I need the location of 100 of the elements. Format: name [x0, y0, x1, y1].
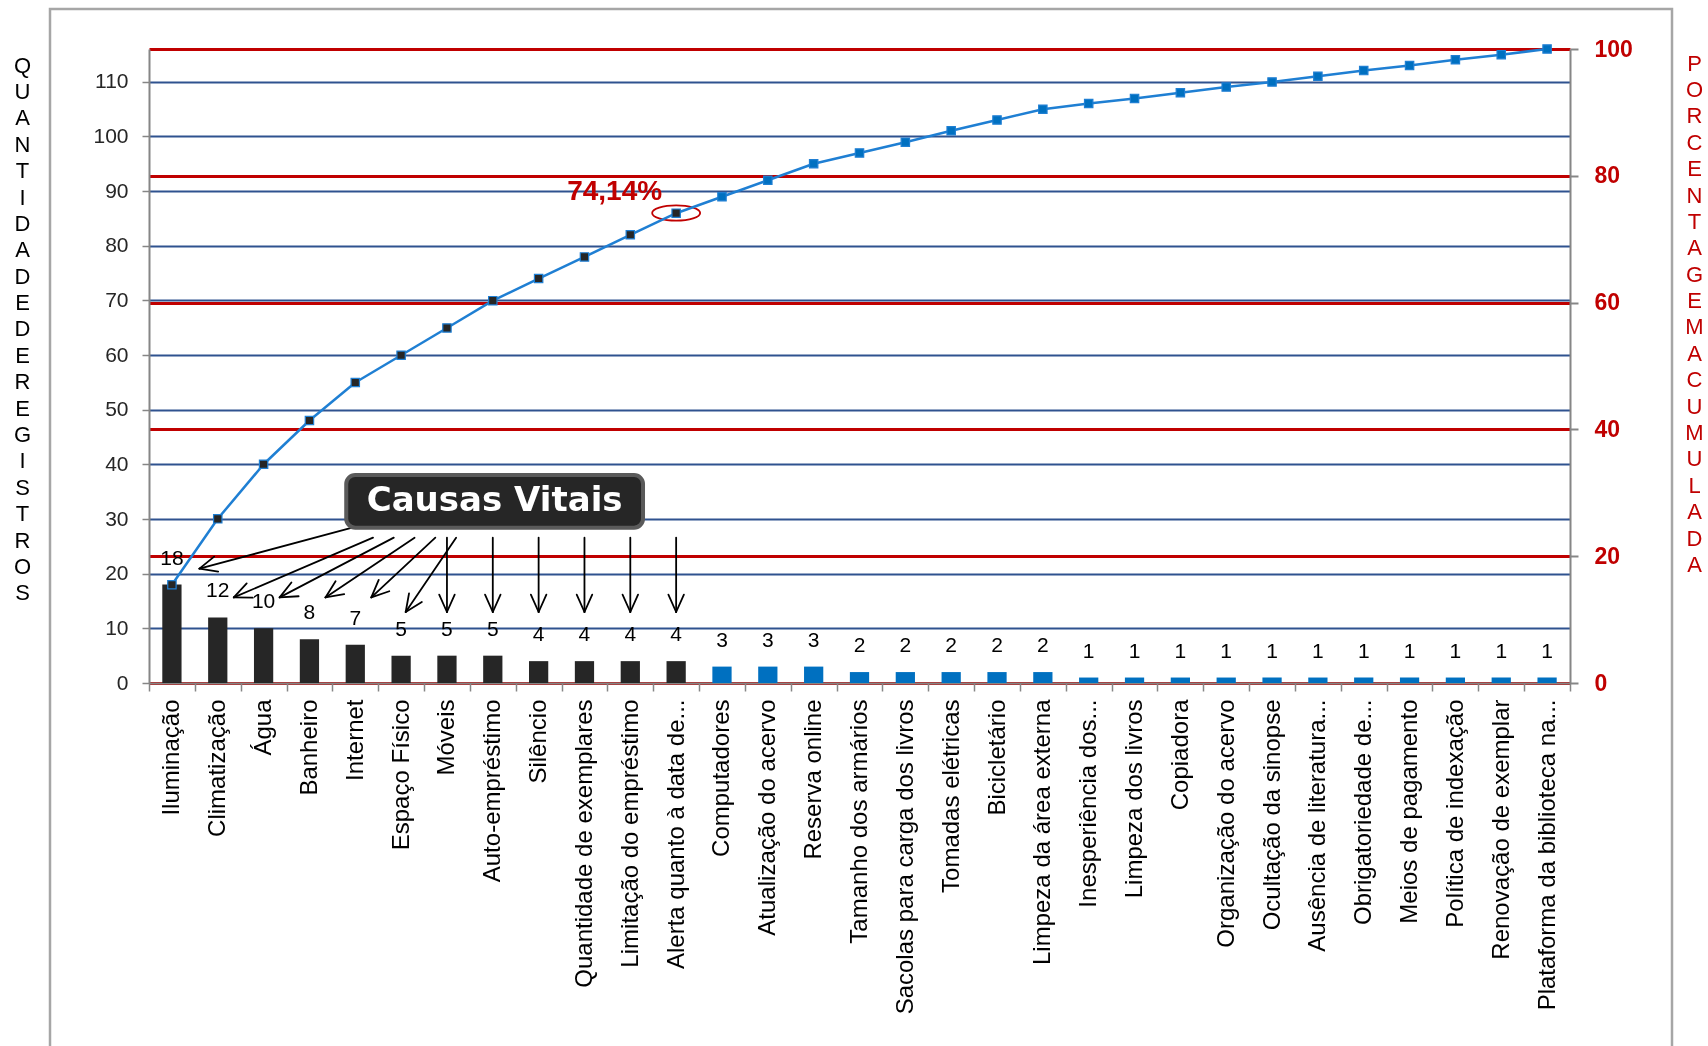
point [1038, 104, 1048, 115]
data-label: 2 [853, 633, 866, 657]
bar [529, 661, 549, 683]
point [1313, 71, 1323, 82]
bar [758, 666, 778, 683]
point [1129, 93, 1140, 104]
point [350, 377, 361, 388]
x-tick-label: Renovação de exemplar [1486, 699, 1514, 960]
point [671, 208, 681, 218]
bar [1262, 677, 1282, 683]
bar [437, 655, 457, 683]
data-label: 4 [578, 622, 591, 646]
data-label: 1 [1357, 638, 1370, 662]
x-tick-label: Alerta quanto à data de... [661, 699, 689, 970]
bar [574, 661, 595, 683]
data-label: 1 [1449, 638, 1462, 662]
data-label: 8 [303, 600, 316, 624]
x-tick-label: Organização do acervo [1211, 699, 1239, 948]
point [946, 126, 956, 136]
data-label: 7 [349, 605, 362, 629]
data-label: 1 [1312, 638, 1324, 662]
x-tick-label: Espaço Físico [386, 699, 414, 851]
bar [1537, 677, 1557, 683]
bar [620, 661, 640, 683]
x-tick-label: Copiadora [1165, 698, 1193, 811]
x-tick-label: Atualização do acervo [753, 699, 781, 936]
point [396, 350, 406, 361]
bar [1308, 677, 1328, 683]
point [579, 252, 590, 262]
x-tick-label: Limpeza da área externa [1028, 698, 1056, 965]
point [763, 175, 773, 186]
bar [1445, 677, 1466, 683]
bar [345, 644, 365, 683]
y-tick-label: 20 [105, 561, 129, 585]
point [304, 415, 315, 426]
x-tick-label: Tamanho dos armários [845, 699, 872, 944]
point [1542, 44, 1552, 54]
bar [208, 617, 228, 683]
x-tick-label: Banheiro [294, 699, 322, 796]
x-tick-label: Plataforma da biblioteca na... [1532, 699, 1560, 1011]
point [1358, 65, 1369, 76]
x-tick-label: Quantidade de exemplares [569, 699, 597, 988]
y-tick-label: 60 [105, 342, 129, 366]
y2-tick-label: 20 [1594, 542, 1621, 569]
data-label: 2 [991, 633, 1003, 657]
data-label: 2 [1037, 633, 1049, 657]
y2-tick-label: 0 [1594, 669, 1608, 696]
data-label: 12 [206, 578, 230, 602]
point [442, 323, 452, 333]
x-tick-label: Auto-empréstimo [478, 699, 506, 883]
x-tick-label: Ocultação da sinopse [1257, 699, 1285, 931]
y-tick-label: 90 [105, 178, 129, 202]
x-tick-label: Reserva online [799, 699, 827, 860]
data-label: 2 [945, 633, 958, 657]
bar [391, 655, 411, 683]
bar [712, 666, 732, 683]
point [854, 148, 865, 158]
point [717, 191, 727, 202]
data-label: 3 [716, 627, 728, 651]
data-label: 3 [807, 627, 820, 651]
y2-tick-label: 80 [1594, 162, 1621, 189]
data-label: 1 [1266, 638, 1278, 662]
bar [1124, 677, 1145, 683]
x-tick-label: Iluminação [157, 699, 185, 816]
data-label: 1 [1403, 638, 1416, 662]
y-tick-label: 30 [105, 506, 129, 530]
y-tick-label: 70 [105, 287, 129, 311]
point [1175, 87, 1186, 98]
text: PORCENTAGEM ACUMULADA [1685, 50, 1704, 578]
y-tick-label: 50 [105, 397, 129, 421]
x-tick-label: Computadores [707, 699, 735, 857]
y2-tick-label: 100 [1594, 35, 1633, 62]
x-tick-label: Climatização [203, 699, 231, 837]
bar [1170, 677, 1190, 683]
y-tick-label: 40 [105, 451, 129, 475]
bar [1216, 677, 1236, 683]
x-tick-label: Tomadas elétricas [936, 699, 964, 893]
x-tick-label: Ausência de literatura... [1303, 699, 1331, 952]
bar [1354, 677, 1374, 683]
x-tick-label: Política de indexação [1440, 699, 1468, 928]
data-label: 10 [251, 589, 276, 613]
point [167, 579, 177, 590]
x-tick-label: Internet [340, 699, 368, 781]
point [625, 229, 636, 240]
point [1496, 49, 1507, 60]
bar [483, 655, 503, 683]
point [533, 273, 544, 284]
bar [299, 639, 320, 683]
data-label: 1 [1495, 638, 1508, 662]
bar [253, 628, 274, 683]
data-label: 1 [1220, 638, 1233, 662]
x-tick-label: Bicicletário [982, 699, 1010, 816]
data-label: 1 [1082, 638, 1095, 662]
bar [941, 672, 961, 683]
y-tick-label: 10 [105, 615, 129, 639]
data-label: 3 [761, 627, 774, 651]
bar [666, 661, 686, 683]
point [992, 115, 1002, 125]
point [1450, 54, 1461, 65]
x-tick-label: Limitação do empréstimo [615, 699, 643, 968]
